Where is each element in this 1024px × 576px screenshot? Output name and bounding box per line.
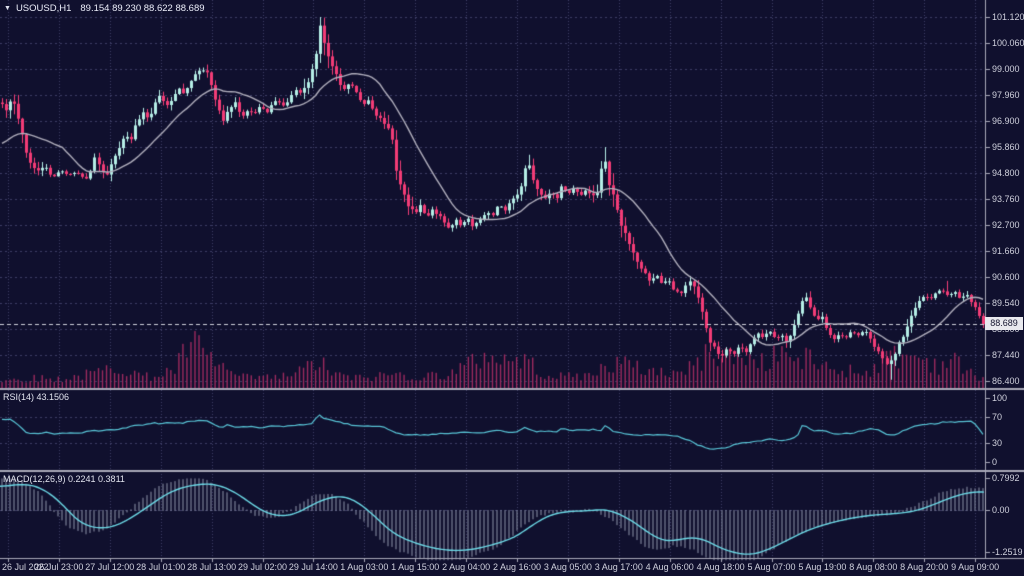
chart-canvas[interactable] bbox=[0, 0, 1024, 576]
trading-chart-window: ▼ USOUSD,H1 89.154 89.230 88.622 88.689 RS… bbox=[0, 0, 1024, 576]
